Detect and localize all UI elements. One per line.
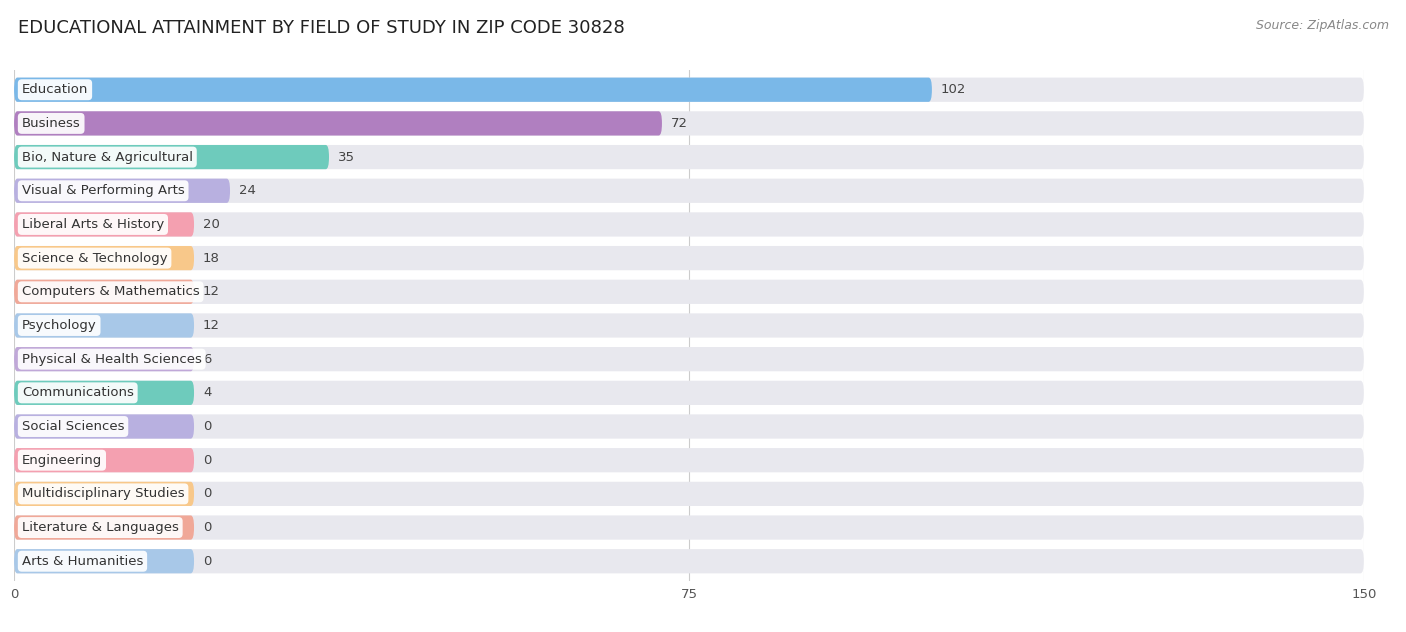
Text: 35: 35 — [337, 150, 354, 164]
FancyBboxPatch shape — [14, 246, 194, 270]
FancyBboxPatch shape — [14, 448, 194, 472]
Text: 12: 12 — [202, 285, 219, 298]
Text: EDUCATIONAL ATTAINMENT BY FIELD OF STUDY IN ZIP CODE 30828: EDUCATIONAL ATTAINMENT BY FIELD OF STUDY… — [18, 19, 626, 37]
FancyBboxPatch shape — [14, 482, 194, 506]
Text: 102: 102 — [941, 83, 966, 96]
Text: 0: 0 — [202, 521, 211, 534]
Text: Liberal Arts & History: Liberal Arts & History — [22, 218, 165, 231]
Text: Psychology: Psychology — [22, 319, 97, 332]
FancyBboxPatch shape — [14, 347, 194, 371]
FancyBboxPatch shape — [14, 415, 194, 439]
FancyBboxPatch shape — [14, 246, 1364, 270]
Text: 72: 72 — [671, 117, 688, 130]
FancyBboxPatch shape — [14, 380, 194, 405]
Text: 20: 20 — [202, 218, 219, 231]
Text: Science & Technology: Science & Technology — [22, 252, 167, 265]
FancyBboxPatch shape — [14, 111, 662, 135]
FancyBboxPatch shape — [14, 482, 1364, 506]
FancyBboxPatch shape — [14, 448, 1364, 472]
FancyBboxPatch shape — [14, 549, 1364, 573]
Text: Source: ZipAtlas.com: Source: ZipAtlas.com — [1256, 19, 1389, 32]
Text: 0: 0 — [202, 454, 211, 466]
FancyBboxPatch shape — [14, 78, 1364, 102]
FancyBboxPatch shape — [14, 313, 1364, 337]
FancyBboxPatch shape — [14, 78, 932, 102]
Text: Social Sciences: Social Sciences — [22, 420, 124, 433]
FancyBboxPatch shape — [14, 415, 1364, 439]
FancyBboxPatch shape — [14, 380, 1364, 405]
Text: Business: Business — [22, 117, 80, 130]
Text: Communications: Communications — [22, 386, 134, 399]
Text: Computers & Mathematics: Computers & Mathematics — [22, 285, 200, 298]
FancyBboxPatch shape — [14, 516, 194, 540]
Text: Literature & Languages: Literature & Languages — [22, 521, 179, 534]
FancyBboxPatch shape — [14, 280, 194, 304]
FancyBboxPatch shape — [14, 212, 194, 236]
Text: 0: 0 — [202, 420, 211, 433]
Text: Engineering: Engineering — [22, 454, 103, 466]
FancyBboxPatch shape — [14, 549, 194, 573]
FancyBboxPatch shape — [14, 179, 1364, 203]
Text: 0: 0 — [202, 487, 211, 501]
FancyBboxPatch shape — [14, 212, 1364, 236]
FancyBboxPatch shape — [14, 179, 231, 203]
Text: Visual & Performing Arts: Visual & Performing Arts — [22, 185, 184, 197]
FancyBboxPatch shape — [14, 313, 194, 337]
Text: 6: 6 — [202, 353, 211, 366]
FancyBboxPatch shape — [14, 145, 329, 169]
FancyBboxPatch shape — [14, 347, 1364, 371]
Text: 0: 0 — [202, 555, 211, 568]
FancyBboxPatch shape — [14, 516, 1364, 540]
Text: 4: 4 — [202, 386, 211, 399]
FancyBboxPatch shape — [14, 111, 1364, 135]
FancyBboxPatch shape — [14, 145, 1364, 169]
Text: 24: 24 — [239, 185, 256, 197]
Text: Physical & Health Sciences: Physical & Health Sciences — [22, 353, 201, 366]
Text: 12: 12 — [202, 319, 219, 332]
Text: Bio, Nature & Agricultural: Bio, Nature & Agricultural — [22, 150, 193, 164]
Text: 18: 18 — [202, 252, 219, 265]
Text: Education: Education — [22, 83, 89, 96]
Text: Arts & Humanities: Arts & Humanities — [22, 555, 143, 568]
Text: Multidisciplinary Studies: Multidisciplinary Studies — [22, 487, 184, 501]
FancyBboxPatch shape — [14, 280, 1364, 304]
